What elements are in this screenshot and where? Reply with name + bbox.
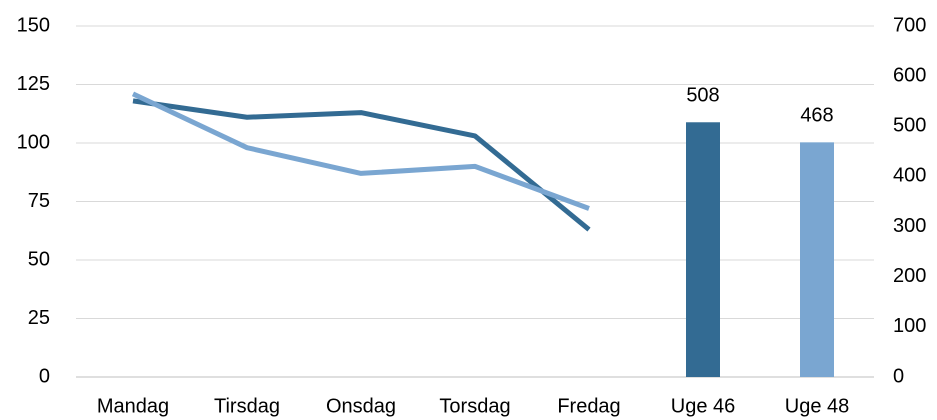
x-tick-label: Uge 48 — [785, 395, 850, 417]
data-label: 468 — [800, 105, 833, 127]
line — [132, 98, 591, 232]
y2-tick-label: 600 — [893, 64, 926, 86]
bar — [686, 122, 720, 377]
x-tick-label: Fredag — [557, 395, 620, 417]
y2-tick-label: 500 — [893, 115, 926, 137]
y2-tick-label: 300 — [893, 215, 926, 237]
data-label: 508 — [686, 85, 719, 107]
y-tick-label: 150 — [17, 14, 50, 36]
y-tick-label: 50 — [28, 248, 50, 270]
y2-tick-label: 400 — [893, 165, 926, 187]
x-tick-label: Torsdag — [439, 395, 510, 417]
y-tick-label: 125 — [17, 73, 50, 95]
y2-tick-label: 100 — [893, 315, 926, 337]
y-tick-label: 100 — [17, 131, 50, 153]
y-tick-label: 75 — [28, 190, 50, 212]
bar — [800, 142, 834, 377]
y2-tick-label: 0 — [893, 365, 904, 387]
y2-tick-label: 200 — [893, 265, 926, 287]
y-tick-label: 25 — [28, 307, 50, 329]
y-tick-label: 0 — [39, 365, 50, 387]
x-tick-label: Mandag — [97, 395, 169, 417]
x-tick-label: Onsdag — [326, 395, 396, 417]
line — [131, 91, 590, 211]
x-tick-label: Tirsdag — [214, 395, 280, 417]
x-tick-label: Uge 46 — [671, 395, 736, 417]
y2-tick-label: 700 — [893, 14, 926, 36]
